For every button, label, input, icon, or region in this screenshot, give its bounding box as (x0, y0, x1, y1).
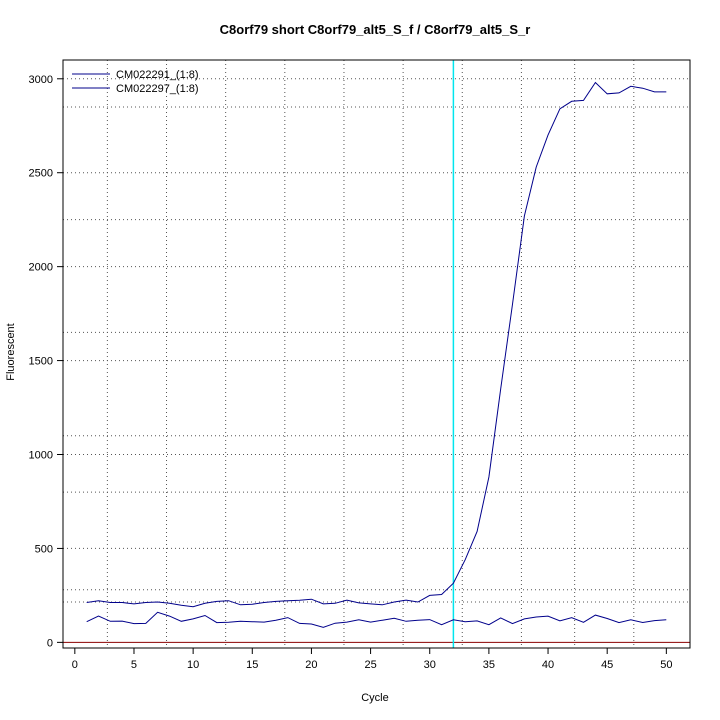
legend-label-2: CM022297_(1:8) (116, 83, 199, 95)
x-tick-label-50: 50 (660, 659, 672, 671)
chart-title: C8orf79 short C8orf79_alt5_S_f / C8orf79… (220, 22, 531, 37)
y-tick-label-1500: 1500 (29, 356, 53, 368)
legend-label-1: CM022291_(1:8) (116, 69, 199, 81)
y-tick-label-3000: 3000 (29, 74, 53, 86)
x-tick-label-25: 25 (364, 659, 376, 671)
x-axis-label: Cycle (361, 692, 389, 704)
plot-frame (62, 59, 691, 649)
x-tick-label-45: 45 (601, 659, 613, 671)
x-tick-label-0: 0 (72, 659, 78, 671)
y-tick-label-2000: 2000 (29, 262, 53, 274)
grid-lines (63, 60, 690, 648)
x-tick-label-10: 10 (187, 659, 199, 671)
legend: CM022291_(1:8) CM022297_(1:8) (72, 69, 199, 95)
y-tick-label-1000: 1000 (29, 450, 53, 462)
x-tick-label-35: 35 (483, 659, 495, 671)
y-tick-label-0: 0 (47, 637, 53, 649)
x-tick-label-5: 5 (131, 659, 137, 671)
reference-lines (63, 60, 690, 648)
x-tick-label-15: 15 (246, 659, 258, 671)
y-axis-ticks: 0 500 1000 1500 2000 2500 3000 (29, 74, 63, 649)
x-tick-label-40: 40 (542, 659, 554, 671)
y-tick-label-500: 500 (35, 543, 53, 555)
x-tick-label-20: 20 (305, 659, 317, 671)
x-tick-label-30: 30 (424, 659, 436, 671)
series-line-1 (86, 81, 667, 608)
y-axis-label: Fluorescent (5, 323, 17, 380)
x-axis-ticks: 0 5 10 15 20 25 30 35 40 45 50 (72, 648, 672, 671)
series-lines (86, 81, 667, 628)
series-line-2 (86, 611, 667, 628)
y-tick-label-2500: 2500 (29, 168, 53, 180)
